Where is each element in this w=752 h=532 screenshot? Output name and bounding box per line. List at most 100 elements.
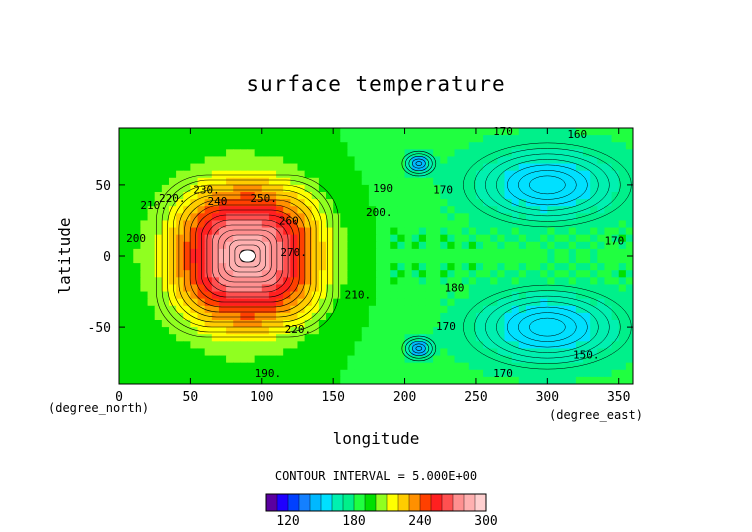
field-cell [583,355,591,364]
field-cell [247,348,256,357]
field-cell [404,334,413,342]
field-cell [575,156,584,165]
field-cell [590,291,598,300]
field-cell [247,298,256,307]
field-cell [525,312,534,321]
field-cell [168,234,177,243]
field-cell [518,177,527,186]
field-cell [590,341,598,350]
field-cell [168,355,177,364]
field-cell [475,248,484,257]
field-cell [547,234,556,243]
field-cell [404,362,413,371]
field-cell [397,334,406,342]
field-cell [190,376,199,384]
field-cell [447,334,456,342]
field-cell [497,277,506,286]
field-cell [154,135,163,143]
contour-line [474,148,621,222]
field-cell [390,149,399,158]
field-cell [611,369,620,378]
field-cell [283,291,291,300]
field-cell [268,220,277,229]
field-cell [597,248,606,257]
contour-line [412,158,426,169]
field-cell [575,291,584,300]
field-cell [411,263,420,271]
field-cell [511,220,520,229]
field-cell [140,199,149,207]
field-cell [247,163,256,172]
field-cell [440,184,448,193]
field-cell [533,241,541,250]
field-cell [190,206,199,214]
field-cell [475,277,484,286]
field-cell [361,256,370,264]
field-cell [340,220,349,229]
field-cell [340,277,349,286]
field-cell [468,355,477,364]
field-cell [304,128,313,136]
field-cell [525,192,534,200]
field-cell [276,149,284,158]
field-cell [611,305,620,314]
field-cell [611,320,620,328]
field-cell [533,369,541,378]
field-cell [361,277,370,286]
field-cell [204,277,213,286]
field-cell [304,163,313,172]
field-cell [397,184,406,193]
field-cell [604,206,613,214]
field-cell [554,156,563,165]
field-cell [197,291,206,300]
field-cell [625,263,633,271]
field-cell [290,135,299,143]
field-cell [218,170,227,179]
field-cell [440,327,448,335]
field-cell [447,277,456,286]
field-cell [397,355,406,364]
contour-line [167,184,328,328]
field-cell [390,156,399,165]
field-cell [176,327,184,335]
field-cell [326,177,334,186]
field-cell [533,128,541,136]
field-cell [290,199,299,207]
field-cell [226,128,234,136]
field-cell [511,298,520,307]
field-cell [176,348,184,357]
field-cell [404,298,413,307]
field-cell [161,220,170,229]
field-cell [611,234,620,243]
contour-line [156,174,339,338]
field-cell [447,248,456,257]
field-cell [475,320,484,328]
field-cell [311,248,320,257]
field-cell [475,369,484,378]
field-cell [340,312,349,321]
field-cell [326,220,334,229]
field-cell [554,341,563,350]
contour-label: 200. [366,206,393,219]
field-cell [454,234,463,243]
field-cell [440,156,448,165]
field-cell [368,220,377,229]
field-cell [147,149,156,158]
field-cell [126,156,134,165]
field-cell [247,327,256,335]
field-cell [261,376,270,384]
field-cell [204,334,213,342]
field-cell [361,199,370,207]
x-tick-label: 200 [393,390,416,405]
field-cell [368,206,377,214]
field-cell [254,334,263,342]
field-cell [504,334,513,342]
field-cell [368,156,377,165]
field-cell [611,128,620,136]
x-axis-units: (degree_east) [549,408,643,422]
field-cell [126,227,134,236]
field-cell [425,355,434,364]
field-cell [468,334,477,342]
field-cell [347,263,356,271]
contour-label: 220. [159,192,186,205]
